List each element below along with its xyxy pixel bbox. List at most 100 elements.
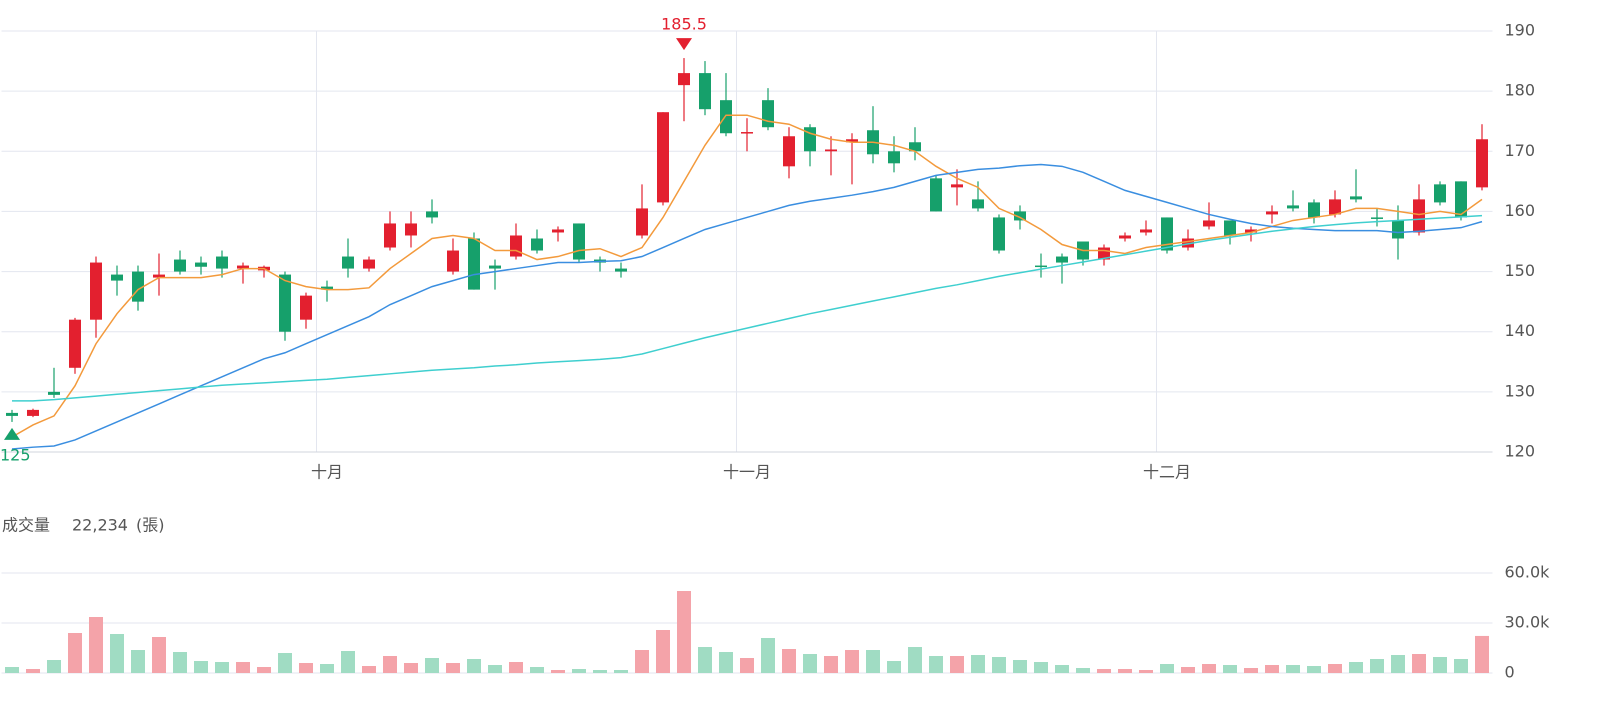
candle-body (300, 295, 312, 320)
candle-body (1413, 199, 1425, 233)
candle-body (846, 139, 858, 143)
y-tick-label: 160 (1505, 201, 1536, 220)
volume-bar (1454, 659, 1468, 673)
volume-bar (425, 658, 439, 673)
volume-bar (908, 647, 922, 673)
candle-body (909, 142, 921, 152)
candle-body (405, 223, 417, 236)
candle-body (1308, 202, 1320, 218)
candle-body (1434, 184, 1446, 203)
volume-bar (1097, 669, 1111, 673)
low-label: 125 (0, 445, 31, 464)
volume-bar (656, 630, 670, 673)
volume-bar (68, 633, 82, 673)
candle-body (930, 178, 942, 212)
candle-body (741, 132, 753, 134)
volume-bar (215, 662, 229, 673)
volume-bar (1475, 635, 1489, 673)
candle-body (1350, 196, 1362, 200)
y-tick-label: 140 (1505, 321, 1536, 340)
candle-body (1392, 220, 1404, 239)
candle-body (1035, 265, 1047, 268)
candle-body (1203, 220, 1215, 227)
volume-bar (1244, 668, 1258, 673)
volume-bar (719, 652, 733, 673)
candle-body (1140, 229, 1152, 233)
x-tick-label: 十月 (311, 463, 343, 482)
candle-body (237, 265, 249, 269)
candle-body (993, 217, 1005, 251)
x-tick-label: 十一月 (723, 463, 771, 482)
volume-bar (131, 650, 145, 673)
candle-body (447, 250, 459, 272)
volume-bar (635, 650, 649, 673)
candle-body (1161, 217, 1173, 251)
volume-bar (845, 650, 859, 673)
candle-body (972, 199, 984, 209)
volume-bar (1034, 662, 1048, 673)
candle-body (6, 412, 18, 416)
volume-bar (761, 638, 775, 673)
candle-body (1119, 235, 1131, 239)
volume-bar (5, 667, 19, 673)
volume-bar (971, 655, 985, 673)
candle-body (699, 73, 711, 110)
candle-body (1455, 181, 1467, 218)
volume-bar (152, 637, 166, 673)
volume-bar (677, 591, 691, 673)
candle-body (552, 229, 564, 233)
candle-body (1266, 211, 1278, 215)
volume-bar (1181, 667, 1195, 673)
volume-bar (1307, 666, 1321, 673)
candle-body (531, 238, 543, 251)
volume-bar (89, 617, 103, 673)
candle-body (1224, 220, 1236, 236)
volume-bar (341, 651, 355, 673)
volume-bar (866, 650, 880, 673)
candle-body (1014, 211, 1026, 221)
volume-bar (1370, 659, 1384, 673)
volume-bar (887, 661, 901, 673)
moving-average-line (11, 114, 1483, 438)
candle-body (174, 259, 186, 272)
volume-bar (404, 663, 418, 673)
volume-bar (194, 661, 208, 673)
moving-average-line (12, 214, 1483, 402)
y-tick-label: 150 (1505, 261, 1536, 280)
candle-body (69, 319, 81, 368)
candle-body (321, 286, 333, 290)
volume-bar (1391, 655, 1405, 673)
volume-bar (47, 660, 61, 673)
candle-body (825, 149, 837, 152)
y-tick-label: 60.0k (1505, 563, 1551, 582)
volume-bar (1349, 662, 1363, 673)
volume-bar (488, 665, 502, 673)
y-tick-label: 120 (1505, 442, 1536, 461)
candle-body (1245, 229, 1257, 233)
candle-body (1476, 139, 1488, 188)
candle-body (762, 100, 774, 128)
candle-body (1056, 256, 1068, 263)
y-tick-label: 190 (1505, 21, 1536, 40)
x-tick-label: 十二月 (1143, 463, 1191, 482)
candle-body (342, 256, 354, 269)
candle-body (510, 235, 522, 257)
volume-bar (1139, 670, 1153, 673)
candle-body (657, 112, 669, 203)
low-marker (4, 427, 20, 440)
candle-body (783, 136, 795, 167)
volume-bar (572, 669, 586, 673)
candle-body (720, 100, 732, 134)
volume-bar (1202, 664, 1216, 673)
candle-body (48, 391, 60, 395)
volume-bar (740, 658, 754, 673)
candle-body (426, 211, 438, 218)
volume-bar (992, 657, 1006, 673)
volume-bar (803, 654, 817, 673)
volume-bar (446, 663, 460, 673)
volume-bar (614, 670, 628, 673)
candle-body (1371, 217, 1383, 219)
volume-bar (530, 667, 544, 673)
volume-title: 成交量 (2, 516, 50, 535)
